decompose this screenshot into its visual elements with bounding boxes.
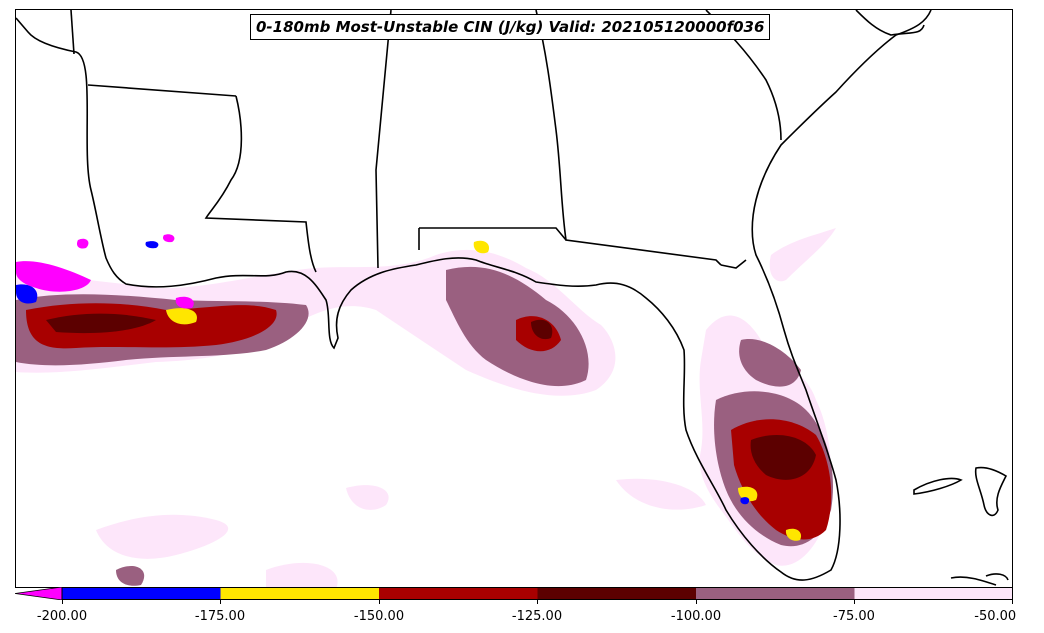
cin-field-magenta-spot3 [175, 296, 194, 309]
colorbar-tick [854, 600, 855, 604]
colorbar-tick [379, 600, 380, 604]
cin-field-blue-spot-florida [740, 497, 750, 505]
colorbar-tick-label: -200.00 [36, 609, 88, 624]
colorbar [15, 587, 1013, 600]
state-border-tx-la [70, 10, 75, 55]
cin-field-magenta-spot2 [162, 234, 175, 243]
colorbar-bin-100-75 [696, 587, 855, 600]
colorbar-tick-label: -50.00 [974, 609, 1017, 624]
colorbar-bin-150-125 [379, 587, 538, 600]
colorbar-tick [696, 600, 697, 604]
coastline-gulf [16, 10, 932, 581]
colorbar-tick [537, 600, 538, 604]
cin-field-maroon-west [46, 313, 156, 334]
cin-field-yellow-panhandle [473, 240, 490, 254]
colorbar-bin-200-175 [62, 587, 221, 600]
colorbar-outline [61, 587, 1013, 600]
bahamas-grand [913, 477, 963, 495]
cin-field-light-gulf-southeast [346, 485, 389, 510]
cin-field-light-keys [616, 478, 706, 510]
cin-field-maroon-panhandle [531, 319, 553, 340]
colorbar-bin-75-50 [854, 587, 1013, 600]
cin-field-magenta-spot1 [76, 238, 89, 249]
colorbar-tick [1012, 600, 1013, 604]
cin-field-magenta-west [16, 261, 91, 292]
colorbar-tick-label: -150.00 [353, 609, 405, 624]
colorbar-bin-125-100 [537, 587, 696, 600]
bahamas-andros [974, 466, 1008, 517]
colorbar-tick-label: -75.00 [833, 609, 875, 624]
cin-shading [16, 228, 836, 587]
colorbar-tick-label: -100.00 [670, 609, 722, 624]
colorbar-extend-triangle [15, 587, 63, 600]
cin-map [16, 10, 1009, 587]
state-border-ga-fl [720, 259, 747, 269]
cin-field-light-atlantic [769, 228, 836, 282]
cin-field-mauve-east [739, 339, 801, 387]
cin-field-light-gulf-south [96, 514, 229, 559]
state-border-al-ga [535, 10, 722, 266]
cuba-coast [950, 573, 1009, 586]
map-panel [15, 9, 1013, 588]
state-border-al-fl [419, 227, 567, 241]
state-border-ms-al [375, 10, 392, 269]
cin-field-yellow-west [166, 308, 197, 325]
cin-field-blue-spots [145, 241, 159, 249]
cin-field-maroon-florida [750, 435, 816, 480]
colorbar-tick [62, 600, 63, 604]
cin-field-yellow-florida-east [785, 528, 802, 541]
colorbar-tick-label: -125.00 [511, 609, 563, 624]
cin-field-mauve-gulf [116, 565, 145, 586]
colorbar-bin-175-150 [220, 587, 379, 600]
map-borders [16, 10, 1009, 586]
cin-field-blue-west [16, 284, 38, 304]
coastline-east [855, 10, 925, 36]
map-title: 0-180mb Most-Unstable CIN (J/kg) Valid: … [250, 14, 771, 40]
state-border-la-ar [87, 84, 237, 97]
state-border-ms-la [204, 95, 317, 273]
colorbar-tick [220, 600, 221, 604]
colorbar-tick-label: -175.00 [194, 609, 246, 624]
cin-field-light-gulf-bottom [266, 563, 338, 587]
